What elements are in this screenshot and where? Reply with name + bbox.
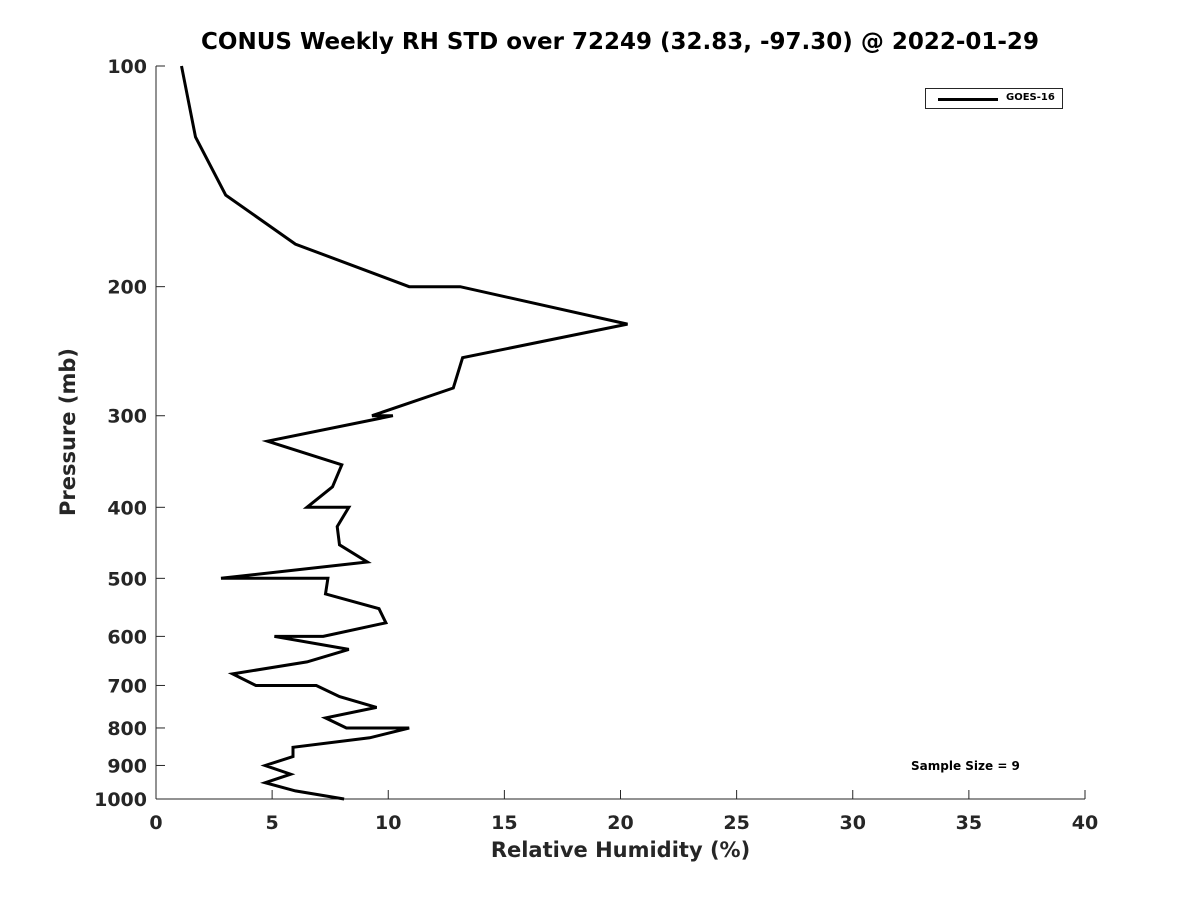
y-tick-label: 500	[107, 568, 147, 590]
legend-line-goes-16	[938, 98, 998, 101]
x-tick-label: 10	[375, 812, 401, 834]
y-tick-label: 200	[107, 277, 147, 299]
y-tick-label: 300	[107, 406, 147, 428]
y-tick-label: 600	[107, 626, 147, 648]
y-tick-label: 400	[107, 497, 147, 519]
y-axis-label: Pressure (mb)	[56, 348, 80, 516]
x-tick-label: 25	[723, 812, 749, 834]
x-tick-label: 35	[956, 812, 982, 834]
x-tick-label: 30	[840, 812, 866, 834]
x-axis-label: Relative Humidity (%)	[490, 838, 751, 862]
x-tick-label: 15	[491, 812, 517, 834]
x-tick-label: 5	[266, 812, 279, 834]
y-tick-label: 100	[107, 56, 147, 78]
x-tick-label: 20	[607, 812, 633, 834]
y-tick-label: 800	[107, 718, 147, 740]
x-tick-label: 0	[149, 812, 162, 834]
series-line-goes-16	[180, 65, 628, 801]
y-tick-label: 900	[107, 755, 147, 777]
legend: GOES-16	[925, 88, 1063, 109]
y-tick-label: 700	[107, 675, 147, 697]
legend-label-goes-16: GOES-16	[1006, 92, 1055, 103]
chart-title: CONUS Weekly RH STD over 72249 (32.83, -…	[201, 29, 1039, 55]
y-tick-label: 1000	[94, 789, 147, 811]
x-tick-label: 40	[1072, 812, 1098, 834]
sample-size-annotation: Sample Size = 9	[911, 759, 1020, 773]
